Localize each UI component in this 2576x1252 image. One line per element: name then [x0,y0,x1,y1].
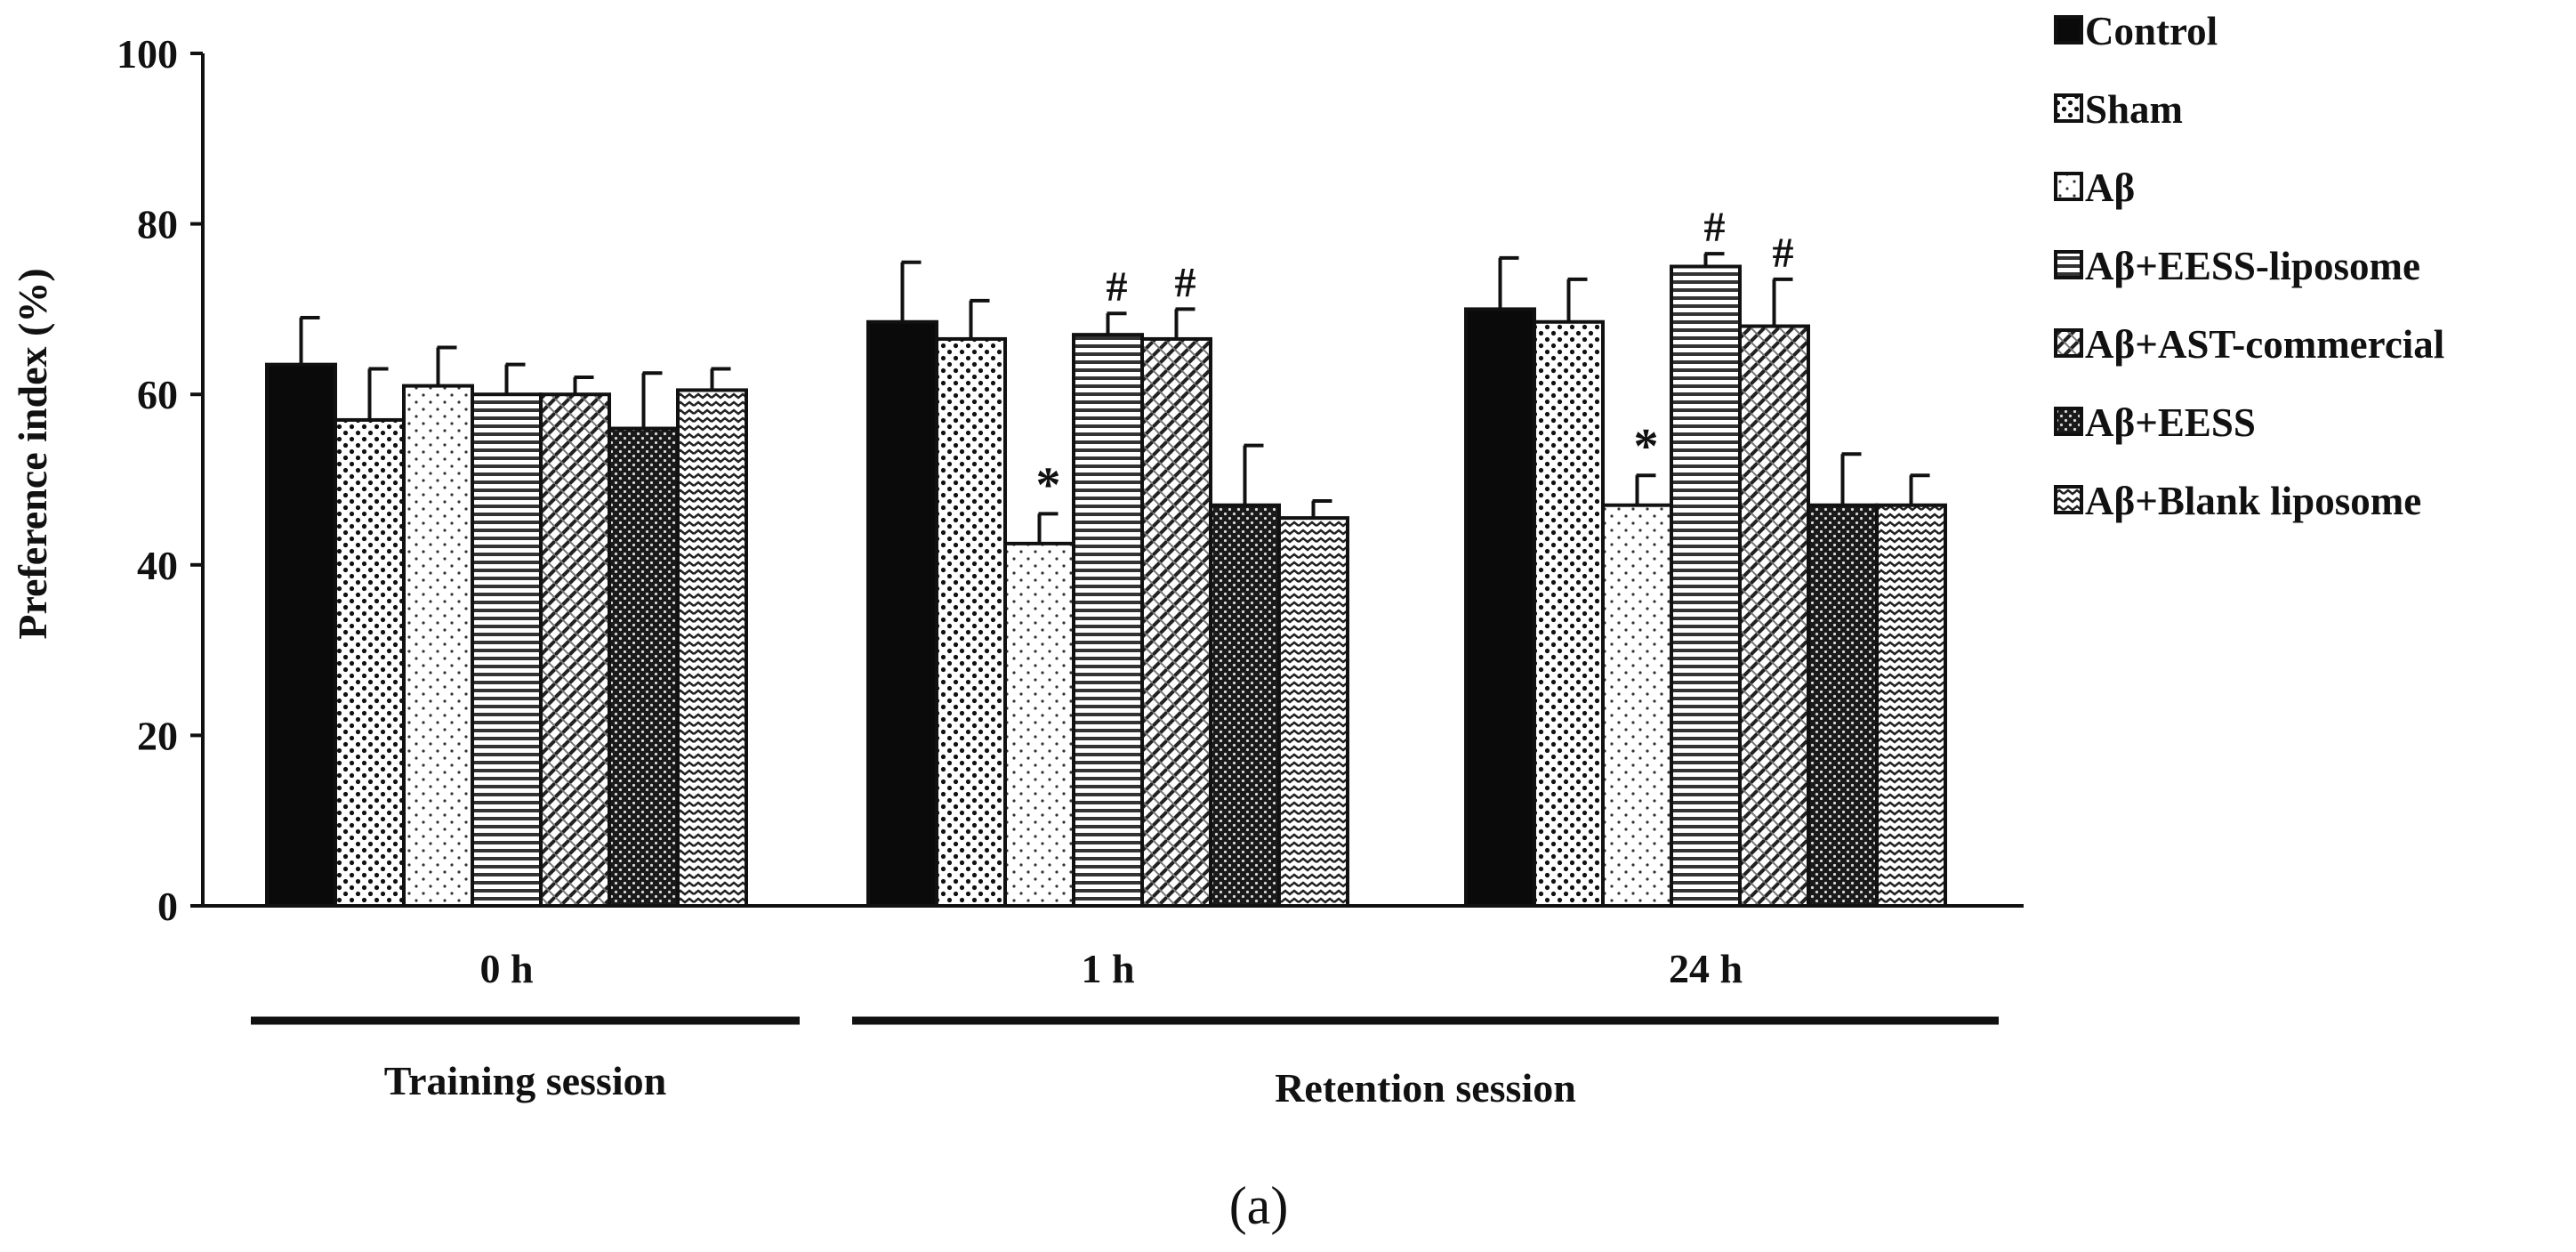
significance-hash: # [1107,263,1128,311]
legend-entry: Aβ+AST-commercial [2085,322,2444,367]
bar [1670,264,1742,908]
x-category-label: 0 h [479,946,533,991]
bar [1601,503,1673,908]
x-axis-labels: 0 h 1 h 24 h [479,946,1743,991]
y-tick-label: 80 [137,202,178,247]
bar [1209,503,1281,908]
bar [1464,307,1536,908]
legend-swatch [2054,15,2083,44]
legend-entry: Control [2085,9,2218,53]
bar [1807,503,1879,908]
bar [1875,503,1947,908]
legend-swatch [2054,93,2083,123]
legend-entry: Aβ+Blank liposome [2085,479,2421,523]
y-axis-label: Preference index (%) [10,268,55,639]
legend-entry: Aβ [2085,166,2135,210]
y-tick-label: 0 [157,884,178,929]
axes [201,53,2024,908]
session-label: Training session [384,1058,666,1103]
legend-entry: Sham [2085,87,2183,132]
bar [1072,333,1144,908]
legend-swatch [2054,328,2083,358]
session-groups: Training session Retention session [251,1016,1999,1111]
legend-entry: Aβ+EESS [2085,400,2256,445]
bar [676,388,748,909]
bar [1140,336,1212,908]
significance-hash: # [1704,204,1726,251]
session-label: Retention session [1275,1065,1576,1111]
y-tick-label: 40 [137,543,178,588]
legend: Control Sham Aβ Aβ+EESS-liposome Aβ+AST-comm… [2054,9,2444,523]
legend-swatch [2054,250,2083,279]
legend-swatch [2054,172,2083,201]
y-tick-label: 100 [117,31,178,77]
significance-asterisk: * [1634,419,1659,474]
bar-series: * * # # # # [265,204,1947,909]
bar [608,426,680,908]
bar [866,319,938,908]
bar [1003,541,1075,908]
bar [402,384,474,908]
y-tick-label: 20 [137,713,178,758]
bar [1533,319,1605,908]
legend-entry: Aβ+EESS-liposome [2085,244,2420,288]
bar [539,392,611,908]
y-tick-label: 60 [137,372,178,417]
bar [471,392,543,908]
significance-hash: # [1175,259,1196,306]
bar [334,417,406,908]
y-axis-ticks: 0 20 40 60 80 100 [117,31,203,929]
legend-swatch [2054,485,2083,514]
significance-asterisk: * [1036,457,1061,513]
significance-hash: # [1773,230,1794,277]
legend-swatch [2054,407,2083,436]
bar [1738,324,1810,908]
figure-caption: (a) [1229,1176,1289,1235]
x-category-label: 1 h [1081,946,1134,991]
x-category-label: 24 h [1669,946,1743,991]
bar [1277,516,1349,908]
bar [265,362,337,909]
bar [935,336,1007,908]
